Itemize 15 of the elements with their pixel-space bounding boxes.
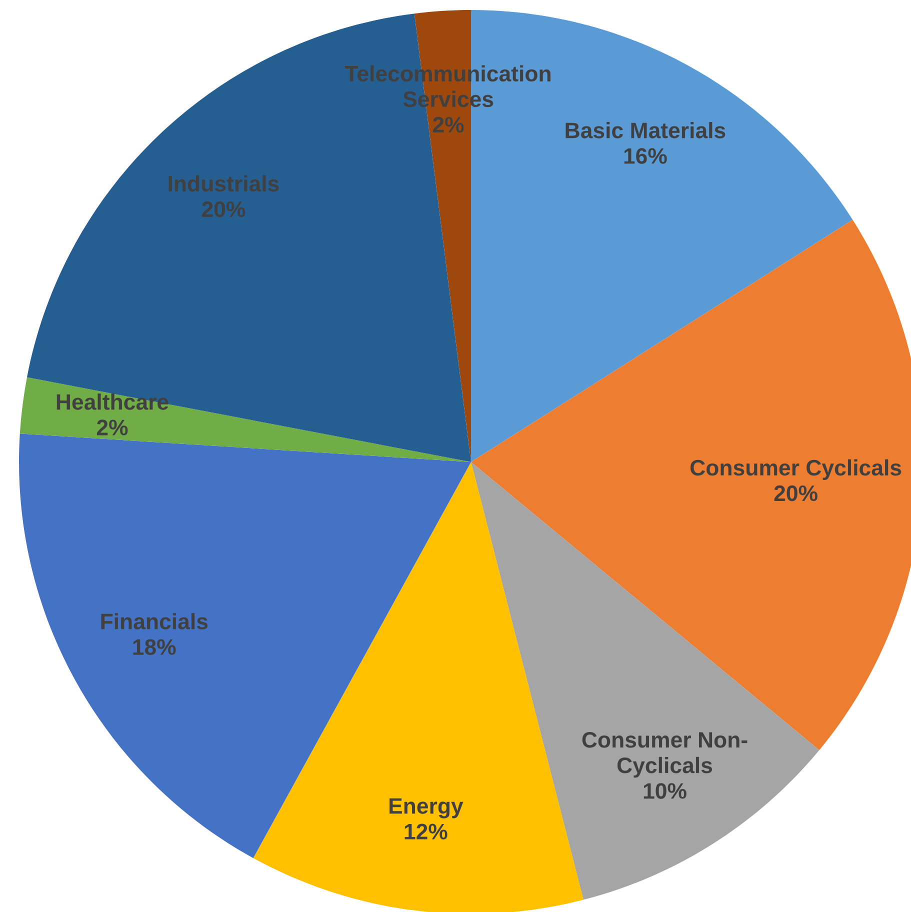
data-label: 20% — [774, 485, 818, 502]
data-label: 2% — [433, 116, 464, 133]
slice-label: Energy — [390, 798, 464, 818]
slice-label: Financials — [101, 613, 208, 630]
data-label: 12% — [404, 824, 448, 840]
data-label: 20% — [202, 201, 246, 218]
slice-label: Basic Materials — [566, 122, 726, 138]
slice-label: Industrials — [168, 175, 279, 192]
slice-label: Consumer Cyclicals — [690, 459, 902, 480]
slice-label: Consumer Non- Cyclicals — [582, 732, 748, 778]
data-label: 2% — [96, 420, 128, 436]
data-label: 18% — [133, 639, 176, 655]
data-label: 10% — [644, 783, 686, 799]
data-label: 16% — [624, 148, 667, 164]
slice-label: Healthcare — [56, 394, 168, 410]
